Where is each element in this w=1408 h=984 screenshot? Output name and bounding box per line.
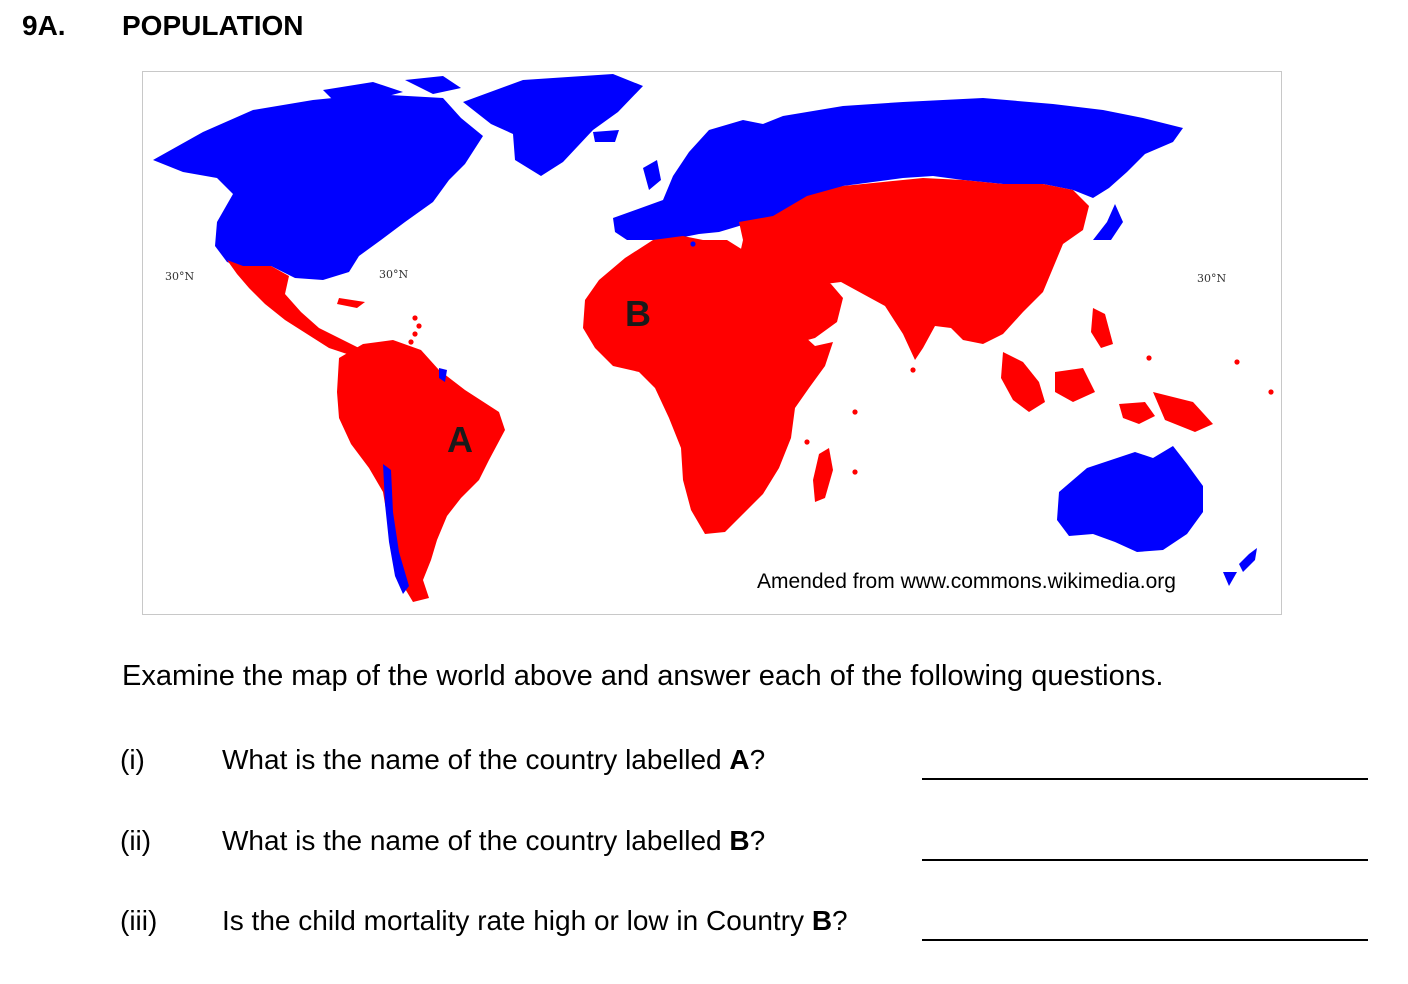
question-2-number: (ii) bbox=[120, 825, 152, 856]
russia-shape bbox=[743, 98, 1183, 198]
answer-line-2[interactable] bbox=[922, 859, 1368, 861]
instructions: Examine the map of the world above and a… bbox=[122, 660, 1164, 692]
map-credit: Amended from www.commons.wikimedia.org bbox=[757, 570, 1176, 593]
chile-shape bbox=[383, 464, 409, 594]
question-1-number: (i) bbox=[120, 744, 145, 775]
madagascar-shape bbox=[813, 448, 833, 502]
lat-label-left: 30°N bbox=[165, 270, 194, 283]
lat-label-right: 30°N bbox=[1197, 272, 1226, 285]
australia-shape bbox=[1057, 446, 1203, 552]
question-3-text: Is the child mortality rate high or low … bbox=[222, 905, 848, 936]
country-label-b: B bbox=[625, 293, 651, 334]
japan-shape bbox=[1093, 204, 1123, 240]
question-2: (ii) What is the name of the country lab… bbox=[0, 825, 1408, 869]
greenland-shape bbox=[463, 74, 643, 176]
question-number: 9A. bbox=[22, 10, 66, 41]
south-america-shape bbox=[337, 340, 505, 602]
asia-shape bbox=[739, 178, 1089, 360]
north-america-shape bbox=[153, 94, 483, 280]
question-3-number: (iii) bbox=[120, 905, 158, 936]
question-2-text: What is the name of the country labelled… bbox=[222, 825, 766, 856]
country-label-a: A bbox=[447, 419, 473, 460]
world-map: 30°N 30°N 30°N A B Amended from www.comm… bbox=[142, 71, 1282, 615]
answer-line-3[interactable] bbox=[922, 939, 1368, 941]
central-america-shape bbox=[227, 260, 359, 354]
lat-label-mid: 30°N bbox=[379, 268, 408, 281]
answer-line-1[interactable] bbox=[922, 778, 1368, 780]
question-1-text: What is the name of the country labelled… bbox=[222, 744, 766, 775]
europe-shape bbox=[613, 120, 815, 240]
question-3: (iii) Is the child mortality rate high o… bbox=[0, 905, 1408, 949]
world-map-svg: 30°N 30°N 30°N A B bbox=[153, 74, 1274, 602]
africa-shape bbox=[583, 236, 833, 534]
section-title: POPULATION bbox=[122, 10, 304, 41]
question-1: (i) What is the name of the country labe… bbox=[0, 744, 1408, 788]
